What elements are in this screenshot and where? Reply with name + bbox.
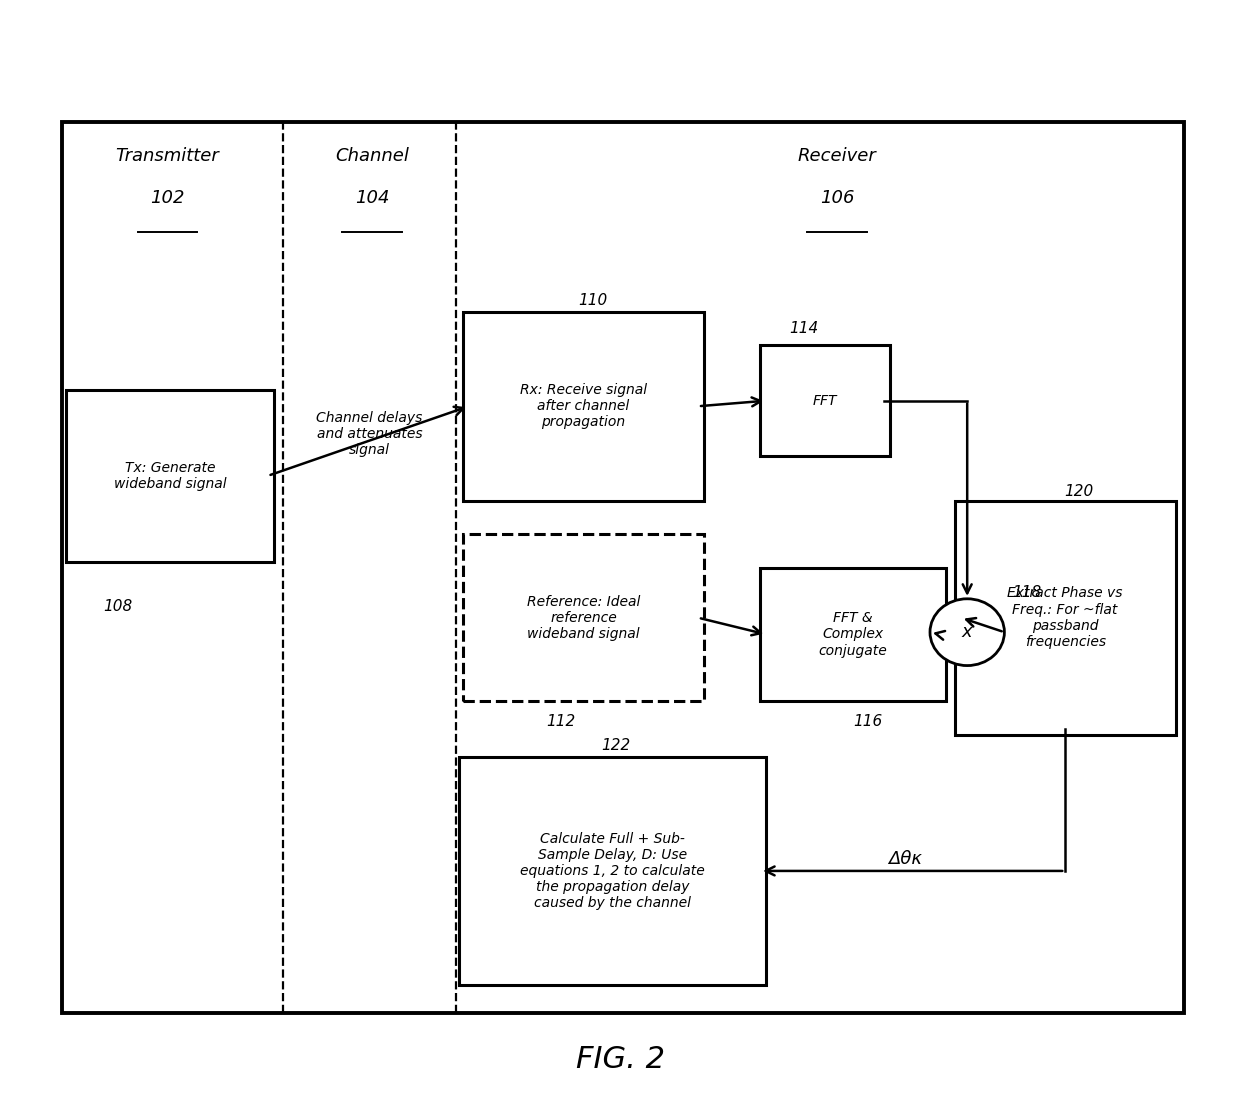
Text: x: x	[962, 623, 972, 641]
FancyBboxPatch shape	[463, 534, 704, 701]
Text: 108: 108	[103, 599, 133, 614]
Text: 112: 112	[546, 713, 575, 729]
Text: Receiver: Receiver	[797, 147, 877, 165]
Text: Rx: Receive signal
after channel
propagation: Rx: Receive signal after channel propaga…	[520, 383, 647, 430]
Text: FFT &
Complex
conjugate: FFT & Complex conjugate	[818, 611, 888, 658]
Text: 114: 114	[789, 321, 818, 336]
Text: 102: 102	[150, 189, 185, 207]
Text: 122: 122	[601, 738, 631, 754]
Text: Transmitter: Transmitter	[115, 147, 219, 165]
Text: 120: 120	[1064, 484, 1094, 500]
FancyBboxPatch shape	[459, 757, 766, 985]
Text: 116: 116	[853, 713, 883, 729]
Text: 104: 104	[355, 189, 389, 207]
Circle shape	[930, 599, 1004, 666]
FancyBboxPatch shape	[760, 568, 946, 701]
Text: Channel: Channel	[335, 147, 409, 165]
Text: Extract Phase vs
Freq.: For ~flat
passband
frequencies: Extract Phase vs Freq.: For ~flat passba…	[1007, 587, 1123, 649]
Text: FIG. 2: FIG. 2	[575, 1045, 665, 1074]
FancyBboxPatch shape	[463, 312, 704, 501]
Text: 118: 118	[1012, 584, 1042, 600]
Text: 110: 110	[578, 293, 608, 308]
Text: 106: 106	[820, 189, 854, 207]
Text: Channel delays
and attenuates
signal: Channel delays and attenuates signal	[316, 411, 423, 457]
Text: Calculate Full + Sub-
Sample Delay, D: Use
equations 1, 2 to calculate
the propa: Calculate Full + Sub- Sample Delay, D: U…	[521, 831, 704, 910]
Text: Reference: Ideal
reference
wideband signal: Reference: Ideal reference wideband sign…	[527, 594, 640, 641]
FancyBboxPatch shape	[66, 390, 274, 562]
FancyBboxPatch shape	[955, 501, 1176, 735]
FancyBboxPatch shape	[62, 122, 1184, 1013]
FancyBboxPatch shape	[760, 345, 890, 456]
Text: FFT: FFT	[813, 394, 837, 407]
Text: Tx: Generate
wideband signal: Tx: Generate wideband signal	[114, 461, 226, 491]
Text: Δθκ: Δθκ	[888, 850, 923, 868]
